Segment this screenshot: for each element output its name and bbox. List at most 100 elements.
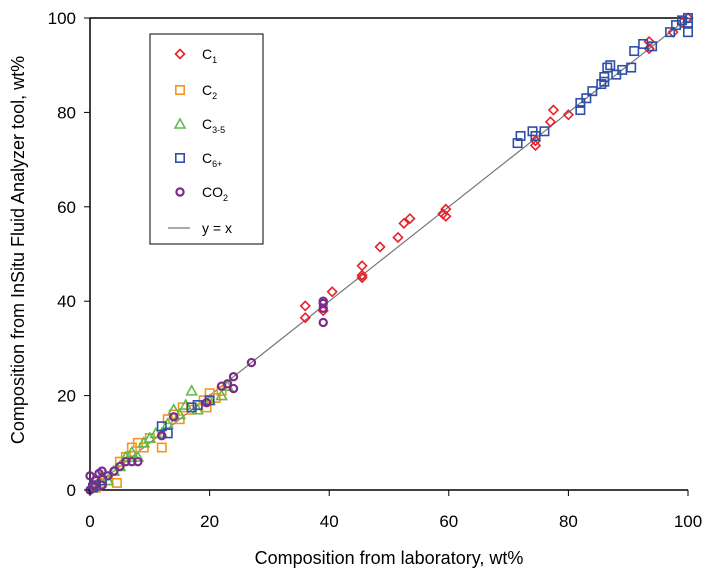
data-point (111, 477, 122, 488)
data-point (356, 271, 368, 284)
data-point (97, 480, 107, 490)
data-point (677, 15, 688, 26)
legend-item: C3-5 (173, 116, 225, 135)
data-point (121, 456, 131, 467)
data-point (115, 461, 125, 472)
data-point (228, 383, 239, 394)
legend-item: y = x (168, 220, 232, 236)
x-tick-label: 60 (439, 512, 458, 531)
y-tick-label: 0 (67, 481, 76, 500)
data-point (131, 450, 145, 462)
series-c-1 (299, 12, 694, 324)
data-point (587, 86, 598, 97)
data-point (318, 296, 328, 306)
data-point (156, 442, 167, 453)
x-tick-label: 100 (674, 512, 702, 531)
data-point (529, 135, 542, 147)
legend-item: C6+ (175, 150, 222, 169)
data-point (299, 300, 311, 312)
y-tick-label: 40 (57, 292, 76, 311)
legend-marker (174, 48, 186, 60)
data-point (192, 400, 203, 411)
data-point (575, 105, 586, 116)
x-tick-label: 0 (85, 512, 94, 531)
plot-frame (89, 17, 688, 491)
data-point (602, 62, 613, 73)
data-point (228, 372, 239, 382)
data-point (404, 212, 416, 225)
y-axis-title: Composition from InSitu Fluid Analyzer t… (8, 56, 28, 444)
data-point (127, 456, 137, 467)
data-point (185, 384, 199, 396)
data-point (326, 286, 338, 298)
data-point (440, 210, 452, 222)
data-point (133, 456, 143, 467)
data-point (97, 466, 107, 476)
data-point (125, 445, 139, 458)
data-point (581, 93, 592, 104)
data-point (356, 269, 368, 281)
data-point (222, 379, 233, 389)
data-point (626, 62, 637, 73)
legend-item: CO2 (175, 184, 228, 203)
data-point (682, 27, 693, 38)
data-point (440, 203, 452, 215)
data-point (356, 260, 368, 272)
data-point (201, 397, 212, 408)
data-point (318, 317, 328, 328)
data-point (103, 471, 113, 481)
x-tick-label: 40 (320, 512, 339, 531)
data-point (215, 388, 228, 401)
data-point (85, 471, 95, 481)
legend: C1 C2 C3-5 C6+ CO2 y = x (149, 33, 264, 245)
data-point (562, 109, 575, 121)
legend-marker (175, 85, 186, 96)
y-axis: 0 20 40 60 80 100 (48, 9, 90, 500)
legend-marker (173, 117, 187, 129)
x-axis: 0 20 40 60 80 100 (85, 490, 702, 531)
data-point (544, 116, 557, 128)
y-tick-label: 20 (57, 387, 76, 406)
legend-item: C2 (175, 82, 217, 101)
legend-label: C6+ (202, 150, 222, 169)
data-point (398, 217, 410, 229)
series-co-2 (85, 296, 328, 495)
data-point (539, 126, 550, 137)
data-point (682, 13, 693, 23)
legend-label: C3-5 (202, 116, 225, 135)
x-tick-label: 20 (200, 512, 219, 531)
x-axis-title: Composition from laboratory, wt% (255, 548, 524, 568)
data-point (599, 72, 610, 83)
legend-box (149, 33, 264, 245)
data-point (392, 231, 404, 244)
data-point (246, 357, 257, 368)
data-point (179, 398, 193, 410)
x-tick-label: 80 (559, 512, 578, 531)
y-tick-label: 80 (57, 103, 76, 122)
data-point (605, 60, 616, 71)
data-markers (85, 12, 694, 495)
data-point (629, 46, 640, 57)
data-point (169, 412, 179, 422)
data-point (374, 241, 386, 253)
legend-label: C1 (202, 46, 217, 65)
data-point (156, 421, 167, 432)
legend-label: CO2 (202, 184, 228, 203)
data-point (157, 431, 167, 441)
data-point (596, 79, 607, 90)
data-point (515, 131, 526, 142)
y-tick-label: 100 (48, 9, 76, 28)
legend-marker (175, 153, 186, 164)
data-point (665, 27, 676, 38)
data-point (512, 138, 523, 149)
data-point (186, 402, 197, 413)
legend-label: y = x (202, 220, 232, 236)
legend-marker (175, 187, 185, 197)
legend-item: C1 (174, 46, 217, 65)
data-point (643, 43, 655, 55)
data-point (547, 104, 560, 116)
data-point (647, 41, 658, 52)
y-tick-label: 60 (57, 198, 76, 217)
data-point (529, 139, 542, 152)
